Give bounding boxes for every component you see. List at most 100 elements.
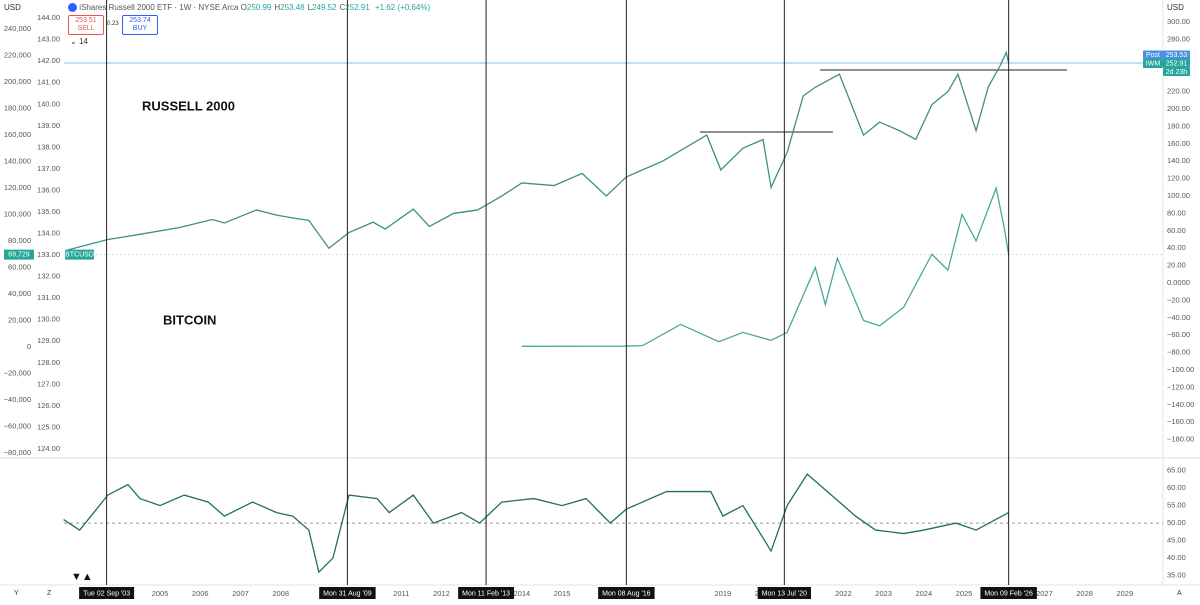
y-tick-label: 140.00: [1167, 156, 1190, 165]
symbol-icon: [68, 3, 77, 13]
y-tick-label: 200,000: [4, 77, 31, 86]
x-tick-label: 2014: [514, 589, 531, 598]
y-tick-label: 140,000: [4, 156, 31, 165]
y-tick-label: 160,000: [4, 130, 31, 139]
annotation: RUSSELL 2000: [142, 98, 235, 113]
annotation: BITCOIN: [163, 312, 216, 327]
y-tick-label: 240,000: [4, 24, 31, 33]
y-tick-label: 132.00: [37, 272, 60, 281]
y-tick-label: 300.00: [1167, 17, 1190, 26]
date-label: Mon 08 Aug '16: [598, 587, 655, 599]
date-label-text: Mon 08 Aug '16: [602, 590, 651, 597]
post-price-tag-bg: [1163, 50, 1190, 60]
y-tick-label: −20.00: [1167, 295, 1190, 304]
y-tick-label: −80.00: [1167, 348, 1190, 357]
y-tick-label: 143.00: [37, 35, 60, 44]
date-label-text: Mon 11 Feb '13: [462, 590, 510, 597]
y-tick-label: 220,000: [4, 50, 31, 59]
btc-name-tag: BTCUSD: [65, 249, 94, 260]
currency: USD: [1167, 3, 1184, 12]
y-tick-label: −20,000: [4, 368, 31, 377]
currency: USD: [4, 3, 21, 12]
date-label-bg: [598, 587, 655, 599]
date-label: Tue 02 Sep '03: [79, 587, 135, 599]
y-tick-label: 140.00: [37, 99, 60, 108]
y-tick-label: 125.00: [37, 422, 60, 431]
x-tick-label: 2011: [393, 589, 409, 598]
y-tick-label: 136.00: [37, 185, 60, 194]
post-price-tag: 253.53: [1163, 50, 1190, 60]
x-tick-label: 2019: [714, 589, 731, 598]
y-tick-label: −80,000: [4, 448, 31, 457]
indicator-toggle[interactable]: ⌄ 14: [70, 37, 88, 46]
iwm-label-tag: IWM: [1143, 58, 1163, 68]
btc-price-tag-text: 69,729: [8, 251, 30, 258]
range-button[interactable]: Z: [47, 590, 52, 597]
spread: 0.23: [107, 21, 119, 27]
y-tick-label: −40.00: [1167, 313, 1190, 322]
x-tick-label: 2028: [1076, 589, 1093, 598]
y-tick-label: 124.00: [37, 444, 60, 453]
date-label: Mon 31 Aug '09: [319, 587, 376, 599]
post-label-tag-bg: [1143, 50, 1163, 60]
ohlc-value: 249.52: [312, 3, 337, 12]
change: +1.62 (+0.64%): [375, 3, 431, 12]
auto-button[interactable]: A: [1177, 590, 1182, 597]
date-label-bg: [79, 587, 135, 599]
y-tick-label: −60,000: [4, 421, 31, 430]
y-tick-label: 120,000: [4, 183, 31, 192]
y-tick-label: 137.00: [37, 164, 60, 173]
post-label-tag: Post: [1143, 50, 1163, 60]
ohlc-label: O: [240, 3, 247, 12]
y-tick-label: 0: [27, 342, 31, 351]
y-tick-label: −100.00: [1167, 365, 1194, 374]
y-tick-label: 128.00: [37, 358, 60, 367]
y-tick-label: −180.00: [1167, 435, 1194, 444]
countdown-tag-text: 2d 23h: [1166, 69, 1188, 76]
date-label-bg: [319, 587, 376, 599]
y-tick-label: 100,000: [4, 209, 31, 218]
y-tick-label: 138.00: [37, 142, 60, 151]
ohlc-label: H: [274, 3, 281, 12]
y-tick-label: 65.00: [1167, 466, 1186, 475]
y-tick-label: 40.00: [1167, 553, 1186, 562]
btc-price-tag: 69,729: [4, 249, 34, 260]
y-tick-label: 80.00: [1167, 208, 1186, 217]
y-tick-label: −60.00: [1167, 330, 1190, 339]
date-label: Mon 09 Feb '26: [980, 587, 1037, 599]
iwm-price-tag-text: 252.91: [1166, 60, 1188, 67]
symbol: iShares Russell 2000 ETF · 1W · NYSE Arc…: [79, 3, 239, 12]
date-label-text: Tue 02 Sep '03: [83, 590, 130, 597]
y-tick-label: 60,000: [8, 262, 31, 271]
y-tick-label: 280.00: [1167, 34, 1190, 43]
ohlc-label: C: [339, 3, 346, 12]
y-tick-label: 200.00: [1167, 104, 1190, 113]
legend-row: iShares Russell 2000 ETF · 1W · NYSE Arc…: [68, 3, 431, 13]
y-tick-label: 40,000: [8, 289, 31, 298]
sell-button[interactable]: 253.51 SELL: [68, 15, 104, 35]
x-tick-label: 2012: [433, 589, 450, 598]
date-label-text: Mon 31 Aug '09: [323, 590, 372, 597]
y-tick-label: 80,000: [8, 236, 31, 245]
buy-button[interactable]: 253.74 BUY: [122, 15, 158, 35]
x-tick-label: 2024: [915, 589, 932, 598]
label: SELL: [77, 25, 95, 32]
y-tick-label: 130.00: [37, 315, 60, 324]
range-button[interactable]: Y: [14, 590, 19, 597]
y-tick-label: 141.00: [37, 78, 60, 87]
y-tick-label: 127.00: [37, 379, 60, 388]
iwm-label-tag-text: IWM: [1146, 60, 1161, 67]
price: 253.51: [75, 17, 97, 24]
y-tick-label: 126.00: [37, 401, 60, 410]
y-tick-label: 55.00: [1167, 501, 1186, 510]
x-tick-label: 2022: [835, 589, 852, 598]
countdown-tag-bg: [1163, 67, 1190, 76]
y-tick-label: 0.0000: [1167, 278, 1190, 287]
y-tick-label: 120.00: [1167, 174, 1190, 183]
x-tick-label: 2008: [272, 589, 289, 598]
x-tick-label: 2027: [1036, 589, 1053, 598]
x-tick-label: 2029: [1116, 589, 1133, 598]
y-tick-label: 135.00: [37, 207, 60, 216]
